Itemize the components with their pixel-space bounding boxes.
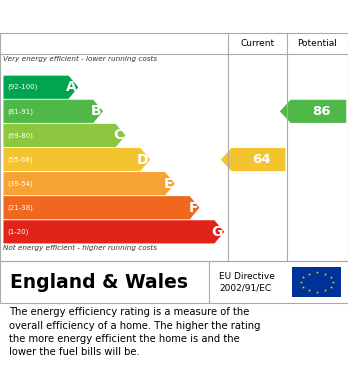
Text: E: E	[164, 177, 173, 191]
Text: (81-91): (81-91)	[7, 108, 33, 115]
Text: Energy Efficiency Rating: Energy Efficiency Rating	[9, 9, 230, 24]
Polygon shape	[3, 172, 175, 195]
Text: (92-100): (92-100)	[7, 84, 37, 90]
Text: 86: 86	[313, 105, 331, 118]
Text: 64: 64	[253, 153, 271, 166]
Text: Not energy efficient - higher running costs: Not energy efficient - higher running co…	[3, 245, 158, 251]
Polygon shape	[3, 196, 199, 219]
Polygon shape	[3, 100, 103, 123]
Polygon shape	[3, 124, 126, 147]
Text: (69-80): (69-80)	[7, 132, 33, 139]
Polygon shape	[3, 148, 150, 171]
Text: D: D	[137, 152, 148, 167]
Polygon shape	[221, 148, 285, 171]
Text: 2002/91/EC: 2002/91/EC	[219, 284, 271, 293]
Polygon shape	[280, 100, 346, 123]
Text: England & Wales: England & Wales	[10, 273, 188, 292]
Text: (39-54): (39-54)	[7, 180, 33, 187]
Text: Potential: Potential	[298, 39, 338, 48]
Text: (1-20): (1-20)	[7, 229, 28, 235]
Text: (55-68): (55-68)	[7, 156, 33, 163]
Text: C: C	[113, 128, 124, 142]
Polygon shape	[3, 220, 224, 244]
Text: (21-38): (21-38)	[7, 204, 33, 211]
Text: Current: Current	[240, 39, 275, 48]
Text: B: B	[90, 104, 101, 118]
Text: G: G	[211, 225, 222, 239]
Bar	[292, 267, 341, 297]
Polygon shape	[3, 75, 78, 99]
Text: EU Directive: EU Directive	[219, 273, 275, 282]
Text: Very energy efficient - lower running costs: Very energy efficient - lower running co…	[3, 56, 158, 62]
Text: A: A	[66, 80, 77, 94]
Text: The energy efficiency rating is a measure of the
overall efficiency of a home. T: The energy efficiency rating is a measur…	[9, 307, 260, 357]
Text: F: F	[188, 201, 198, 215]
